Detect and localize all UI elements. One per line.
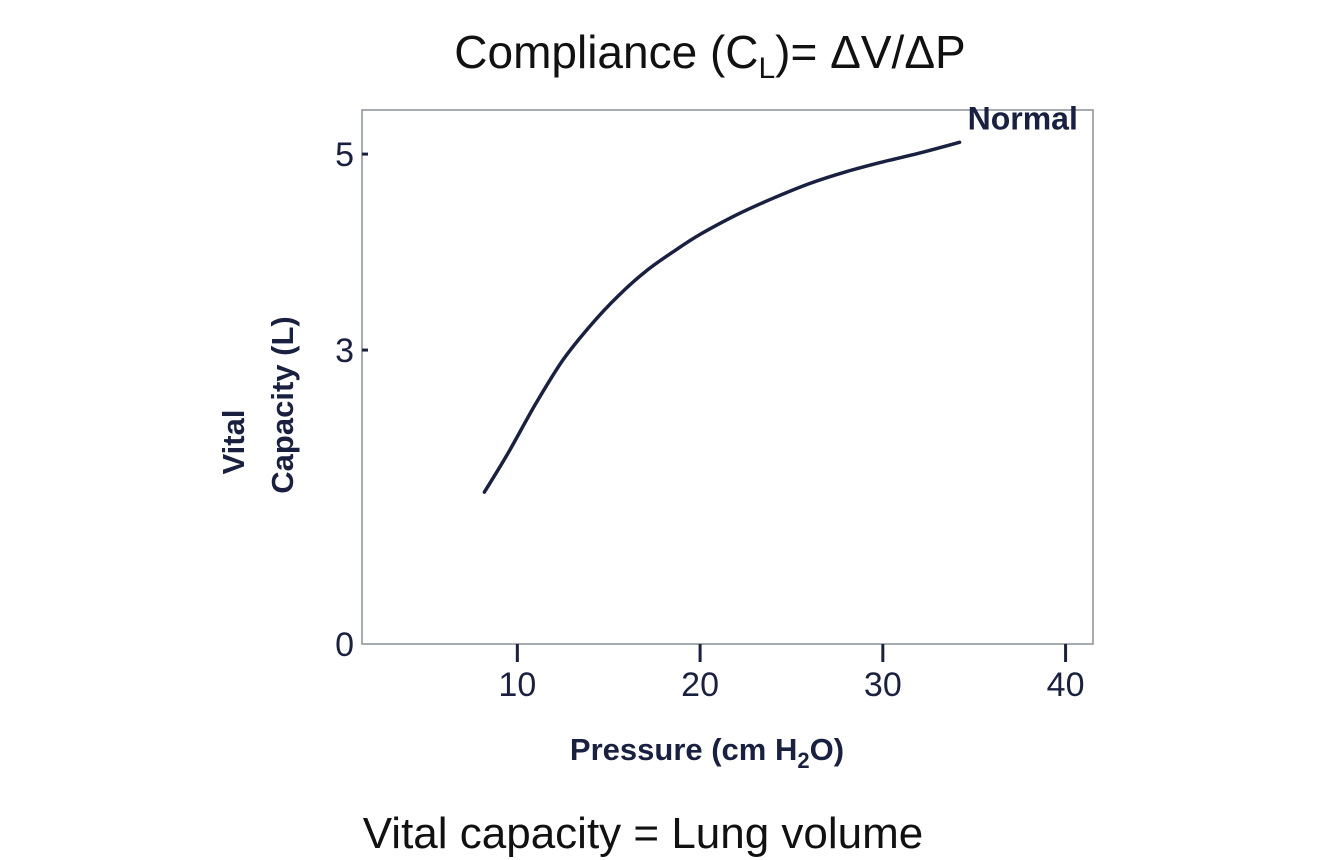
series-label-normal: Normal — [968, 100, 1078, 136]
y-axis-label-line2: Capacity (L) — [265, 316, 300, 493]
series-line-normal — [482, 140, 962, 494]
y-tick-label-0: 0 — [335, 626, 354, 664]
y-tick-label-3: 3 — [335, 332, 354, 370]
y-axis: 0 3 5 — [335, 136, 368, 664]
x-tick-label-40: 40 — [1047, 666, 1085, 704]
x-tick-label-30: 30 — [864, 666, 902, 704]
x-axis: 10 20 30 40 — [498, 644, 1085, 704]
y-axis-label-line1: Vital — [216, 410, 251, 475]
plot-frame — [361, 109, 1094, 645]
y-tick-label-5: 5 — [335, 136, 354, 174]
series-layer: Normal — [482, 100, 1078, 494]
chart-title: Compliance (CL)= ΔV/ΔP — [454, 26, 965, 85]
x-tick-label-20: 20 — [681, 666, 719, 704]
x-axis-label: Pressure (cm H2O) — [570, 732, 844, 773]
x-tick-label-10: 10 — [498, 666, 536, 704]
footer-note: Vital capacity = Lung volume — [363, 809, 924, 858]
